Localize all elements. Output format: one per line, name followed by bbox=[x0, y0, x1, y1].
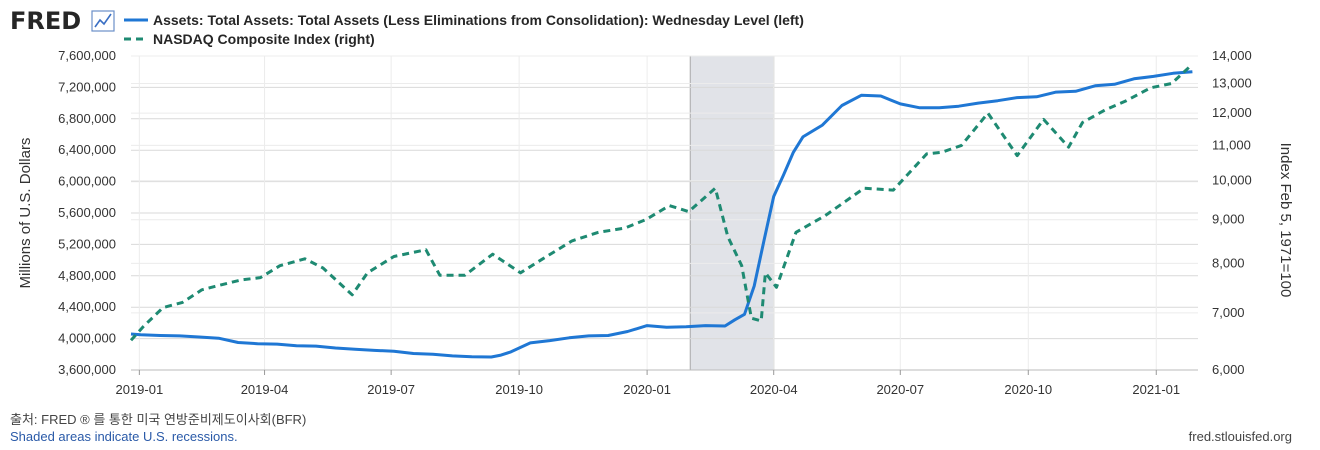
right-axis-title: Index Feb 5, 1971=100 bbox=[1277, 143, 1294, 298]
fred-url-link[interactable]: fred.stlouisfed.org bbox=[1189, 429, 1292, 444]
x-tick-label: 2019-01 bbox=[115, 382, 163, 397]
left-tick-label: 6,000,000 bbox=[58, 174, 116, 189]
source-text: 출처: FRED ® 를 통한 미국 연방준비제도이사회(BFR) bbox=[10, 412, 306, 427]
x-axis-ticks: 2019-01 2019-04 2019-07 2019-10 2020-01 2020-… bbox=[115, 370, 1180, 397]
left-tick-label: 6,400,000 bbox=[58, 142, 116, 157]
left-tick-label: 7,600,000 bbox=[58, 48, 116, 63]
right-tick-label: 8,000 bbox=[1212, 255, 1245, 270]
x-tick-label: 2021-01 bbox=[1132, 382, 1180, 397]
legend: Assets: Total Assets: Total Assets (Less… bbox=[124, 12, 804, 47]
left-tick-label: 4,400,000 bbox=[58, 299, 116, 314]
left-axis-ticks: 3,600,000 4,000,000 4,400,000 4,800,000 5,20… bbox=[58, 48, 116, 377]
left-tick-label: 5,600,000 bbox=[58, 205, 116, 220]
plot-area bbox=[129, 55, 1198, 371]
legend-label-nasdaq[interactable]: NASDAQ Composite Index (right) bbox=[153, 31, 375, 47]
series-line-nasdaq bbox=[129, 65, 1191, 342]
x-tick-label: 2019-07 bbox=[367, 382, 415, 397]
series-line-assets bbox=[130, 70, 1193, 359]
fred-logo[interactable]: FRED bbox=[10, 7, 81, 35]
x-tick-label: 2020-04 bbox=[750, 382, 798, 397]
right-axis-ticks: 6,000 7,000 8,000 9,000 10,000 11,000 12,000 13… bbox=[1212, 48, 1252, 377]
x-tick-label: 2020-10 bbox=[1004, 382, 1052, 397]
left-axis-title: Millions of U.S. Dollars bbox=[17, 138, 34, 289]
left-tick-label: 5,200,000 bbox=[58, 236, 116, 251]
right-tick-label: 9,000 bbox=[1212, 212, 1245, 227]
trend-line-icon bbox=[91, 10, 115, 32]
left-tick-label: 6,800,000 bbox=[58, 111, 116, 126]
right-tick-label: 11,000 bbox=[1212, 137, 1251, 152]
series-layer bbox=[129, 65, 1193, 359]
left-tick-label: 4,000,000 bbox=[58, 331, 116, 346]
header: FRED Assets: Total Assets: Total Assets … bbox=[10, 7, 804, 47]
left-tick-label: 3,600,000 bbox=[58, 362, 116, 377]
left-tick-label: 7,200,000 bbox=[58, 79, 116, 94]
legend-label-assets[interactable]: Assets: Total Assets: Total Assets (Less… bbox=[153, 12, 804, 28]
recession-note: Shaded areas indicate U.S. recessions. bbox=[10, 429, 238, 444]
right-tick-label: 6,000 bbox=[1212, 362, 1245, 377]
left-tick-label: 4,800,000 bbox=[58, 268, 116, 283]
right-tick-label: 7,000 bbox=[1212, 305, 1245, 320]
x-tick-label: 2020-01 bbox=[623, 382, 671, 397]
grid-lines bbox=[131, 55, 1198, 371]
x-tick-label: 2019-04 bbox=[241, 382, 289, 397]
footer: 출처: FRED ® 를 통한 미국 연방준비제도이사회(BFR) Shaded… bbox=[10, 412, 1292, 444]
right-tick-label: 10,000 bbox=[1212, 173, 1252, 188]
x-tick-label: 2019-10 bbox=[495, 382, 543, 397]
x-tick-label: 2020-07 bbox=[876, 382, 924, 397]
right-tick-label: 14,000 bbox=[1212, 48, 1252, 63]
right-tick-label: 13,000 bbox=[1212, 75, 1252, 90]
right-tick-label: 12,000 bbox=[1212, 105, 1252, 120]
